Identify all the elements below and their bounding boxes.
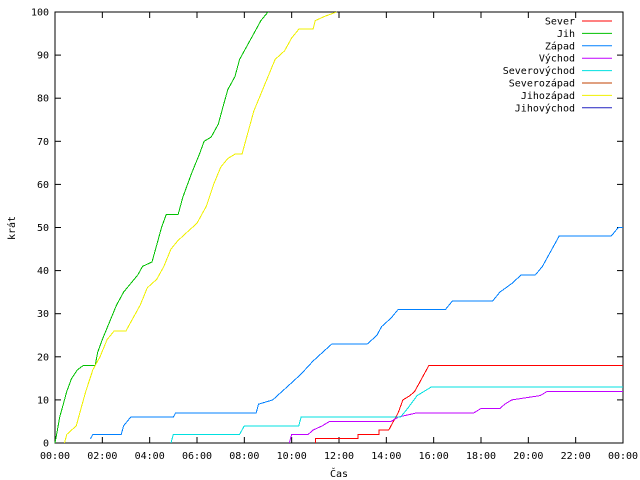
axis-tick-labels: 00:00 02:00 04:00 06:00 08:00 10:00 12:00 14:00… bbox=[31, 8, 638, 463]
legend-label: Sever bbox=[545, 17, 575, 28]
x-tick-label: 08:00 bbox=[229, 451, 259, 462]
series-line bbox=[90, 227, 623, 439]
y-axis-label: krát bbox=[6, 216, 18, 240]
y-tick-label: 20 bbox=[37, 352, 49, 363]
series-line bbox=[64, 11, 337, 444]
x-tick-label: 02:00 bbox=[87, 451, 117, 462]
x-tick-label: 00:00 bbox=[40, 451, 70, 462]
legend-label: Severovýchod bbox=[503, 65, 575, 77]
x-tick-label: 18:00 bbox=[466, 451, 496, 462]
x-tick-label: 16:00 bbox=[419, 451, 449, 462]
y-tick-label: 80 bbox=[37, 94, 49, 105]
legend-label: Severozápad bbox=[509, 78, 575, 90]
x-tick-label: 12:00 bbox=[324, 451, 354, 462]
y-tick-label: 100 bbox=[31, 8, 49, 19]
x-tick-label: 00:00 bbox=[608, 451, 638, 462]
y-tick-label: 10 bbox=[37, 395, 49, 406]
series-line bbox=[314, 364, 623, 443]
x-tick-label: 20:00 bbox=[513, 451, 543, 462]
y-tick-label: 40 bbox=[37, 266, 49, 277]
y-tick-label: 90 bbox=[37, 51, 49, 62]
y-tick-label: 50 bbox=[37, 223, 49, 234]
x-tick-label: 04:00 bbox=[135, 451, 165, 462]
y-tick-label: 0 bbox=[43, 439, 49, 450]
legend-label: Západ bbox=[545, 40, 575, 52]
legend-label: Jih bbox=[557, 29, 575, 40]
x-axis-label: Čas bbox=[330, 467, 348, 480]
legend-label: Východ bbox=[539, 53, 575, 65]
x-tick-label: 14:00 bbox=[371, 451, 401, 462]
x-tick-label: 06:00 bbox=[182, 451, 212, 462]
x-tick-label: 10:00 bbox=[277, 451, 307, 462]
y-tick-label: 60 bbox=[37, 180, 49, 191]
legend-label: Jihovýchod bbox=[515, 102, 575, 114]
y-tick-label: 30 bbox=[37, 309, 49, 320]
series-line bbox=[288, 390, 623, 444]
y-tick-label: 70 bbox=[37, 137, 49, 148]
legend-label: Jihozápad bbox=[521, 90, 575, 102]
series-line bbox=[54, 11, 269, 444]
legend: SeverJihZápadVýchodSeverovýchodSeverozáp… bbox=[503, 17, 612, 114]
series-line bbox=[170, 386, 623, 444]
x-tick-label: 22:00 bbox=[561, 451, 591, 462]
series-lines bbox=[54, 11, 623, 444]
